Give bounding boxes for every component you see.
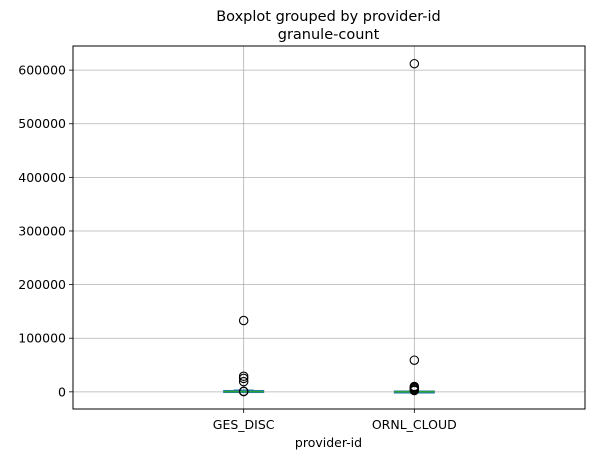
y-tick-label: 500000 bbox=[18, 116, 66, 131]
y-tick-label: 300000 bbox=[18, 223, 66, 238]
chart-subtitle: granule-count bbox=[278, 27, 380, 43]
y-tick-label: 0 bbox=[58, 384, 66, 399]
y-tick-label: 400000 bbox=[18, 170, 66, 185]
y-tick-label: 100000 bbox=[18, 331, 66, 346]
outlier-point bbox=[238, 315, 249, 326]
outlier-point bbox=[409, 58, 420, 69]
x-tick-label: GES_DISC bbox=[213, 417, 275, 432]
y-tick-label: 600000 bbox=[18, 63, 66, 78]
grid-lines bbox=[73, 46, 585, 409]
outlier-points bbox=[238, 58, 420, 397]
plot-frame bbox=[72, 45, 586, 410]
outlier-point bbox=[238, 386, 249, 397]
x-tick-label: ORNL_CLOUD bbox=[372, 417, 457, 432]
y-tick-label: 200000 bbox=[18, 277, 66, 292]
x-axis-label: provider-id bbox=[295, 435, 362, 450]
outlier-point bbox=[409, 355, 420, 365]
y-axis-ticks: 0 100000 200000 300000 400000 500000 600000 bbox=[18, 63, 73, 399]
outlier-point bbox=[238, 373, 249, 384]
outlier-point bbox=[238, 376, 249, 387]
x-axis-ticks: GES_DISC ORNL_CLOUD bbox=[213, 409, 457, 432]
chart-title: Boxplot grouped by provider-id bbox=[216, 9, 441, 25]
outlier-point bbox=[409, 385, 420, 396]
